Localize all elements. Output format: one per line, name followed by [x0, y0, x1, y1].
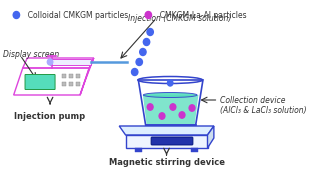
Circle shape: [147, 29, 153, 36]
Text: Colloidal CMKGM particles: Colloidal CMKGM particles: [23, 11, 128, 19]
Circle shape: [179, 112, 185, 118]
Bar: [191, 148, 198, 152]
Circle shape: [147, 104, 153, 110]
Circle shape: [145, 12, 152, 19]
Bar: [62, 74, 66, 78]
Bar: [50, 59, 91, 65]
Circle shape: [140, 49, 146, 56]
Bar: [135, 148, 142, 152]
Circle shape: [170, 104, 176, 110]
Text: Injection pump: Injection pump: [15, 112, 86, 121]
Text: Collection device
(AlCl₃ & LaCl₃ solution): Collection device (AlCl₃ & LaCl₃ solutio…: [220, 96, 307, 115]
Polygon shape: [208, 126, 214, 148]
Bar: [62, 82, 66, 86]
Bar: [69, 74, 73, 78]
Polygon shape: [126, 135, 208, 148]
Text: CMKGM-La-Al particles: CMKGM-La-Al particles: [155, 11, 246, 19]
Circle shape: [136, 59, 142, 66]
FancyBboxPatch shape: [25, 74, 55, 90]
Circle shape: [143, 39, 150, 46]
Bar: [76, 74, 80, 78]
FancyBboxPatch shape: [151, 137, 193, 145]
Bar: [69, 82, 73, 86]
Text: Display screen: Display screen: [3, 50, 59, 59]
Polygon shape: [119, 126, 214, 135]
Text: Magnetic stirring device: Magnetic stirring device: [108, 158, 224, 167]
Ellipse shape: [143, 92, 197, 98]
Circle shape: [132, 68, 138, 75]
Circle shape: [159, 113, 165, 119]
Circle shape: [47, 59, 53, 65]
Bar: [76, 82, 80, 86]
Polygon shape: [143, 95, 198, 124]
Circle shape: [189, 105, 195, 111]
Circle shape: [167, 80, 173, 86]
Circle shape: [13, 12, 20, 19]
Text: Injection (CMKGM solution): Injection (CMKGM solution): [128, 14, 231, 23]
